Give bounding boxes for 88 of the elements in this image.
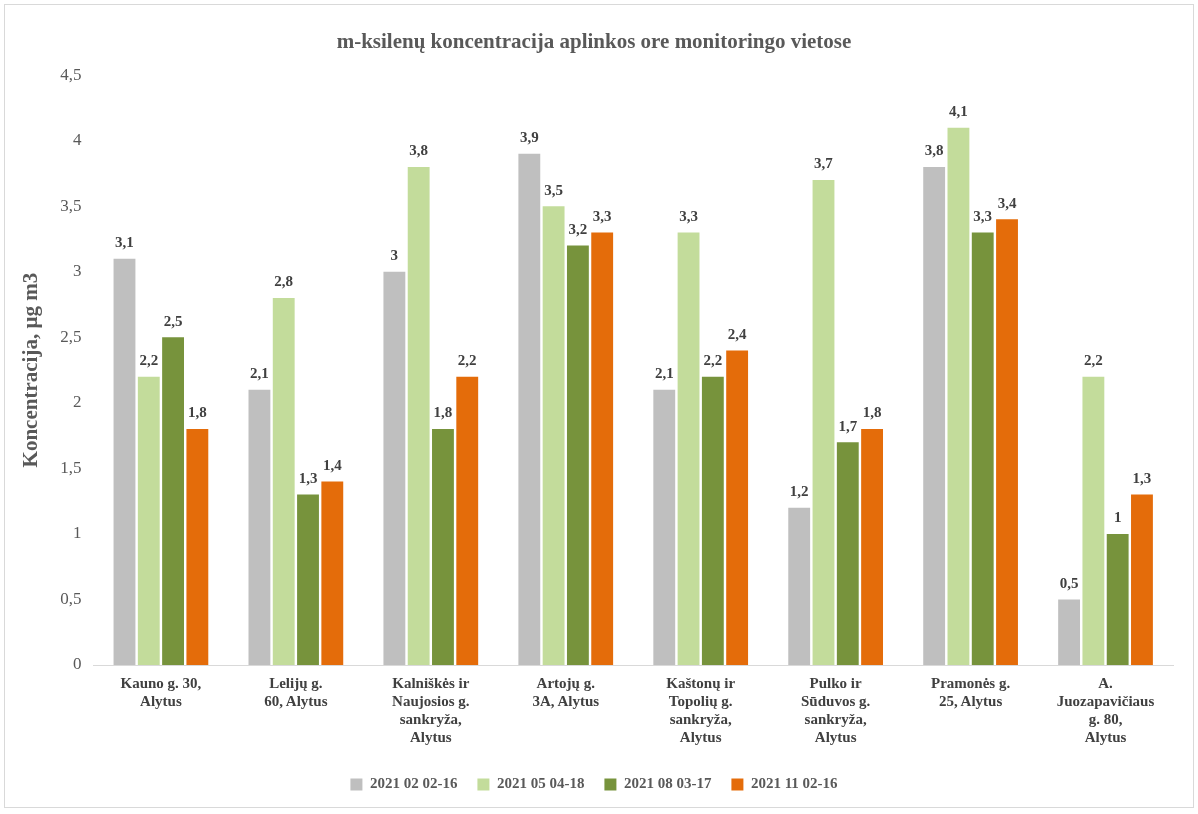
x-tick-label: A. Juozapavičiaus g. 80, Alytus (1056, 674, 1155, 745)
data-label: 1,8 (187, 404, 207, 421)
data-label: 2,8 (274, 273, 294, 290)
bar (272, 298, 295, 665)
legend-label: 2021 05 04-18 (496, 775, 585, 792)
x-tick-label: Kauno g. 30, Alytus (120, 674, 202, 709)
bar (1058, 599, 1081, 665)
data-label: 3,1 (115, 234, 134, 251)
x-tick-label: Artojų g. 3A, Alytus (532, 674, 600, 709)
bar (432, 429, 454, 665)
y-tick-label: 0 (72, 654, 82, 674)
data-label: 3,3 (973, 207, 993, 224)
bar (321, 481, 344, 665)
data-label: 3 (390, 247, 399, 264)
bar (162, 337, 184, 665)
bar (836, 442, 859, 665)
data-label: 3,5 (544, 181, 563, 198)
bar (1106, 533, 1129, 665)
bar (113, 258, 136, 665)
bar (542, 206, 565, 665)
y-tick-label: 1 (72, 523, 82, 543)
y-tick-label: 0,5 (60, 588, 82, 608)
x-tick-label: Pramonės g. 25, Alytus (931, 674, 1011, 709)
bar (186, 429, 209, 665)
bar (677, 232, 700, 665)
y-tick-label: 2,5 (60, 326, 82, 346)
data-label: 3,3 (679, 207, 698, 224)
y-tick-label: 3 (72, 261, 82, 281)
bar (456, 376, 479, 665)
data-label: 1,4 (322, 456, 343, 473)
x-tick-label: Kalniškės ir Naujosios g. sankryža, Alytus (392, 674, 470, 745)
data-label: 3,4 (997, 194, 1017, 211)
bar (566, 245, 589, 665)
y-tick-label: 2 (72, 392, 82, 412)
legend-label: 2021 11 02-16 (750, 775, 839, 792)
chart-title: m-ksilenų koncentracija aplinkos ore monitoringo vietose (336, 29, 852, 54)
bar (726, 350, 749, 665)
y-axis-title: Koncentracija, µg m3 (18, 272, 43, 468)
data-label: 3,8 (924, 142, 944, 159)
data-label: 1,8 (862, 404, 882, 421)
data-label: 1,3 (1132, 469, 1152, 486)
y-tick-label: 4,5 (60, 64, 82, 84)
data-label: 3,3 (592, 207, 612, 224)
data-label: 3,7 (814, 155, 834, 172)
y-tick-label: 1,5 (60, 457, 82, 477)
bar (996, 219, 1018, 665)
bar (701, 376, 724, 665)
bar (788, 507, 811, 665)
data-label: 2,2 (457, 352, 477, 369)
bar (407, 166, 430, 665)
data-label: 2,1 (250, 365, 269, 382)
data-label: 4,1 (949, 103, 968, 119)
data-label: 1 (1113, 509, 1122, 526)
y-tick-label: 4 (72, 130, 82, 150)
bar (861, 429, 884, 665)
data-label: 1,7 (838, 417, 858, 434)
x-tick-label: Pulko ir Sūduvos g. sankryža, Alytus (801, 674, 871, 745)
data-label: 2,5 (163, 312, 183, 329)
legend-label: 2021 02 02-16 (369, 775, 458, 792)
x-tick-label: Lelijų g. 60, Alytus (264, 674, 328, 709)
bar (923, 166, 946, 665)
data-label: 3,8 (409, 142, 429, 159)
bar (297, 494, 319, 665)
data-label: 2,2 (703, 352, 723, 369)
bar (971, 232, 994, 665)
data-label: 2,2 (139, 352, 159, 369)
data-label: 3,2 (568, 220, 588, 237)
data-label: 2,2 (1084, 352, 1103, 369)
data-label: 1,3 (298, 469, 318, 486)
bar (518, 153, 541, 665)
bar (137, 376, 160, 665)
bar (947, 127, 970, 665)
bar (383, 271, 406, 665)
bar (1082, 376, 1105, 665)
bar (1131, 494, 1153, 665)
data-label: 1,8 (433, 404, 453, 421)
data-label: 1,2 (789, 483, 809, 500)
x-tick-label: Kaštonų ir Topolių g. sankryža, Alytus (666, 674, 736, 745)
data-label: 2,1 (654, 365, 674, 382)
bar (812, 180, 835, 665)
y-tick-label: 3,5 (60, 195, 82, 215)
bar (248, 389, 271, 665)
legend-label: 2021 08 03-17 (623, 775, 712, 792)
data-label: 0,5 (1059, 574, 1079, 591)
data-label: 2,4 (727, 325, 748, 342)
bar (591, 232, 614, 665)
bar (653, 389, 676, 665)
data-label: 3,9 (519, 129, 539, 146)
